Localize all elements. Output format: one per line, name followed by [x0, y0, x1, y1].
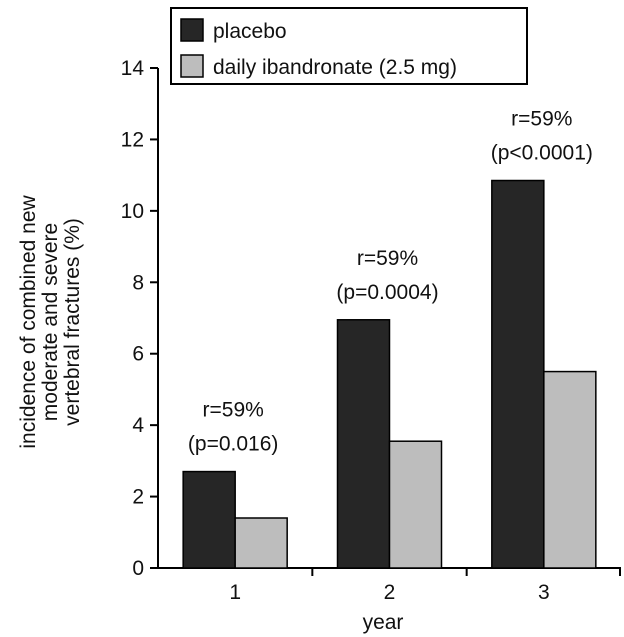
annotation-r: r=59%: [203, 399, 264, 422]
y-axis-title-line-1: incidence of combined new: [17, 195, 40, 449]
plot-area: 0 2 4 6 8 10 12 14 1 r=59% (p=0.016) 2 r=59% (p=0.000…: [121, 57, 621, 604]
annotation-p: (p<0.0001): [491, 142, 593, 165]
y-tick-label: 12: [121, 128, 144, 151]
y-tick-label: 6: [132, 343, 144, 366]
legend-label-ibandronate: daily ibandronate (2.5 mg): [213, 56, 457, 79]
legend-swatch-ibandronate: [180, 54, 204, 78]
bar-ibandronate: [388, 440, 443, 569]
annotation-r: r=59%: [357, 247, 418, 270]
y-tick-label: 4: [132, 414, 144, 437]
legend: placebo daily ibandronate (2.5 mg): [170, 7, 528, 85]
annotation-p: (p=0.016): [188, 433, 278, 456]
y-axis-title-line-2: moderate and severe: [39, 223, 62, 421]
bar-placebo: [336, 319, 391, 569]
y-tick-label: 14: [121, 57, 145, 80]
bar-placebo: [491, 179, 545, 569]
legend-swatch-placebo: [180, 18, 204, 42]
x-tick-label: 2: [384, 581, 396, 604]
y-tick-label: 10: [121, 200, 144, 223]
bar-ibandronate: [234, 517, 288, 569]
y-tick-label: 2: [132, 486, 144, 509]
x-tick-label: 3: [538, 581, 550, 604]
x-axis-title: year: [363, 611, 404, 634]
y-axis-title: incidence of combined new moderate and s…: [17, 195, 84, 449]
bar-placebo: [182, 470, 236, 569]
annotation-r: r=59%: [511, 108, 572, 131]
legend-label-placebo: placebo: [213, 20, 287, 43]
bar-ibandronate: [543, 370, 597, 569]
y-tick-label: 0: [132, 557, 144, 580]
legend-box: [170, 7, 528, 85]
x-tick-label: 1: [229, 581, 241, 604]
annotation-p: (p=0.0004): [336, 281, 438, 304]
y-axis-title-line-3: vertebral fractures (%): [61, 218, 84, 426]
y-tick-label: 8: [132, 271, 144, 294]
